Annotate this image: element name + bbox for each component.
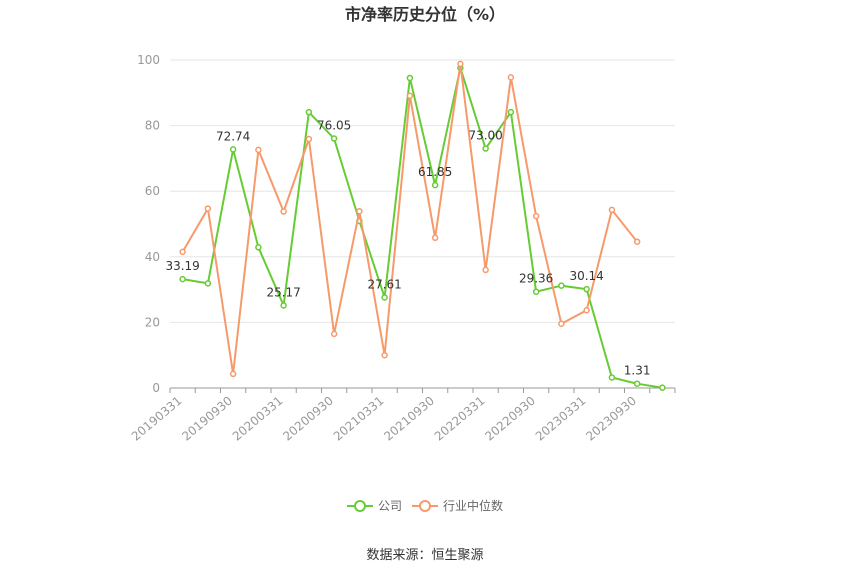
data-point[interactable] <box>507 108 515 116</box>
data-label: 30.14 <box>569 269 603 283</box>
data-label: 1.31 <box>624 364 651 378</box>
data-label: 25.17 <box>266 285 300 299</box>
data-point[interactable] <box>330 135 338 142</box>
data-label: 29.36 <box>519 272 553 286</box>
data-point[interactable] <box>305 135 313 143</box>
data-label: 27.61 <box>367 277 401 291</box>
legend-label[interactable]: 公司 <box>378 499 402 513</box>
data-point[interactable] <box>558 282 565 289</box>
data-point[interactable] <box>381 351 388 359</box>
data-label-layer: 33.19 72.74 25.17 76.05 27.61 61.85 73.00 29.36… <box>165 119 650 378</box>
series-layer <box>179 60 666 391</box>
legend: 公司 行业中位数 <box>347 498 503 513</box>
data-point[interactable] <box>255 146 262 154</box>
data-point[interactable] <box>229 146 237 153</box>
data-point[interactable] <box>179 248 186 256</box>
data-point[interactable] <box>406 92 414 100</box>
data-point[interactable] <box>305 108 313 116</box>
data-point[interactable] <box>204 280 212 287</box>
chart-title: 市净率历史分位（%） <box>345 5 505 24</box>
data-point[interactable] <box>532 288 540 295</box>
data-point[interactable] <box>532 212 540 220</box>
y-tick-label: 80 <box>145 119 160 133</box>
data-point[interactable] <box>255 244 262 251</box>
data-point[interactable] <box>583 307 590 314</box>
y-tick-label: 40 <box>145 250 160 264</box>
data-point[interactable] <box>179 275 186 283</box>
x-tick-label: 20230930 <box>583 394 639 444</box>
data-point[interactable] <box>482 145 489 152</box>
data-point[interactable] <box>280 208 287 215</box>
data-point[interactable] <box>204 205 212 212</box>
data-point[interactable] <box>457 60 464 68</box>
series-line-0 <box>182 63 663 389</box>
data-point[interactable] <box>431 181 439 189</box>
data-point[interactable] <box>356 207 363 215</box>
legend-swatch-marker <box>354 500 366 512</box>
x-tick-label: 20200930 <box>280 394 336 444</box>
data-point[interactable] <box>406 74 414 82</box>
data-label: 61.85 <box>418 165 452 179</box>
data-label: 72.74 <box>216 129 250 143</box>
data-label: 33.19 <box>165 259 199 273</box>
x-tick-label: 20190930 <box>179 394 235 444</box>
data-point[interactable] <box>229 370 237 378</box>
data-label: 73.00 <box>468 129 502 143</box>
data-point[interactable] <box>482 266 489 274</box>
data-point[interactable] <box>558 320 565 327</box>
y-tick-label: 60 <box>145 184 160 198</box>
data-point[interactable] <box>608 374 616 381</box>
data-point[interactable] <box>280 302 287 309</box>
data-point[interactable] <box>659 384 666 391</box>
data-point[interactable] <box>583 285 590 293</box>
x-tick-label: 20210930 <box>381 394 437 444</box>
x-tick-label: 20190331 <box>129 394 185 444</box>
data-point[interactable] <box>381 294 388 301</box>
x-tick-label: 20230331 <box>533 394 589 444</box>
series-line-1 <box>181 63 638 375</box>
axis-layer: 0 20 40 60 80 100 2019033120190930202003312020… <box>129 53 676 444</box>
data-point[interactable] <box>608 206 616 214</box>
x-tick-label: 20220930 <box>482 394 538 444</box>
data-point[interactable] <box>330 330 338 338</box>
legend-swatch-marker <box>419 500 431 512</box>
x-tick-label: 20200331 <box>230 394 286 444</box>
legend-label[interactable]: 行业中位数 <box>443 498 503 513</box>
x-tick-label: 20210331 <box>331 394 387 444</box>
data-point[interactable] <box>633 380 641 387</box>
data-point[interactable] <box>633 238 641 245</box>
x-tick-label: 20220331 <box>432 394 488 444</box>
data-point[interactable] <box>507 74 515 81</box>
y-tick-label: 0 <box>152 381 160 395</box>
data-point[interactable] <box>431 234 439 242</box>
data-source: 数据来源：恒生聚源 <box>366 548 483 563</box>
y-tick-label: 20 <box>145 315 160 329</box>
data-label: 76.05 <box>317 119 351 133</box>
y-tick-label: 100 <box>137 53 160 67</box>
